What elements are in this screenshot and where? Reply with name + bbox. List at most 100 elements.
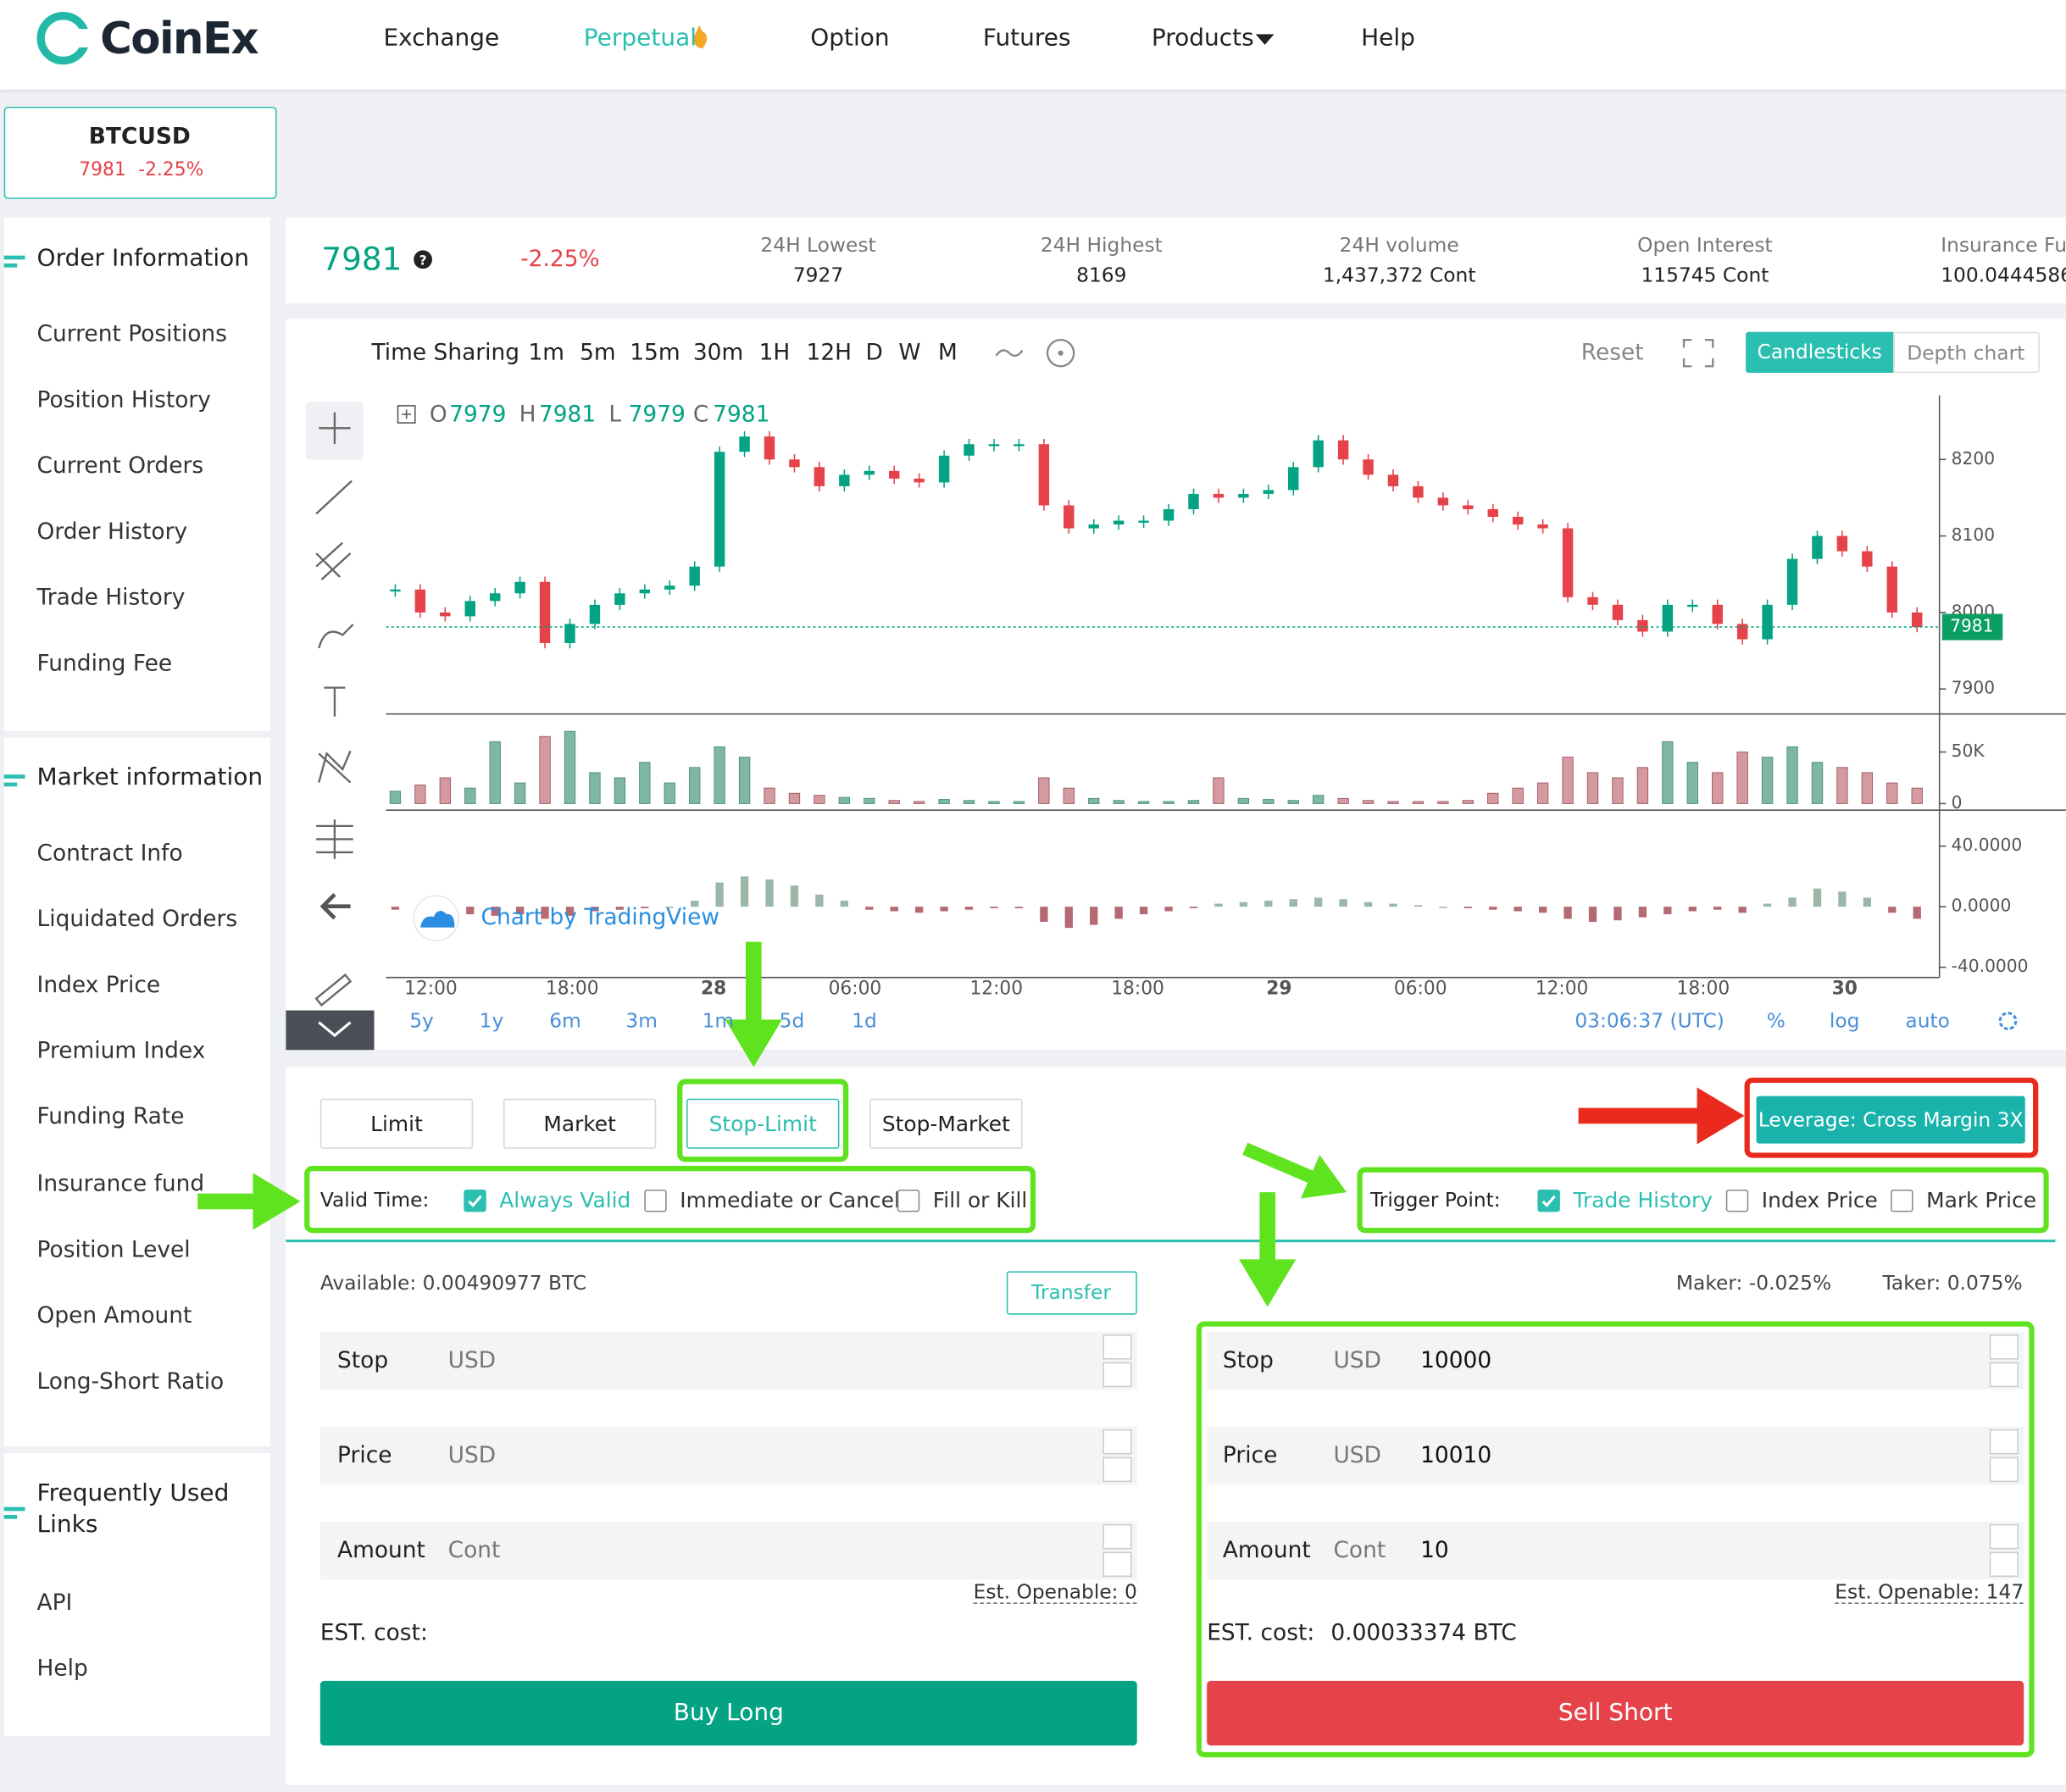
- interval[interactable]: 15m: [630, 340, 680, 367]
- order-type-tab[interactable]: [869, 1098, 1023, 1149]
- volume-bar: [864, 797, 875, 804]
- range-option[interactable]: 1m: [702, 1008, 735, 1033]
- sidebar-item[interactable]: Premium Index: [36, 1038, 206, 1065]
- option-label[interactable]: Immediate or Cancel: [680, 1187, 900, 1213]
- volume-bar: [1088, 797, 1100, 804]
- option-label[interactable]: Mark Price: [1926, 1187, 2037, 1213]
- spinner-down[interactable]: [1102, 1456, 1132, 1483]
- spinner-down[interactable]: [1102, 1551, 1132, 1578]
- option-label[interactable]: Always Valid: [499, 1187, 631, 1213]
- macd-bar: [1538, 907, 1547, 913]
- tool-icon: [319, 893, 351, 920]
- leverage-button[interactable]: [1756, 1096, 2025, 1144]
- range-option[interactable]: 1y: [479, 1008, 504, 1033]
- nav-item[interactable]: Perpetual: [583, 24, 697, 53]
- interval[interactable]: D: [865, 340, 883, 367]
- sidebar-item[interactable]: Position Level: [36, 1236, 191, 1263]
- volume-bar: [1213, 777, 1225, 804]
- input-field[interactable]: [1207, 1426, 2024, 1485]
- sidebar-item[interactable]: Current Positions: [36, 321, 227, 348]
- transfer-button[interactable]: [1006, 1271, 1137, 1315]
- est-cost-label: EST. cost:: [1207, 1620, 1315, 1647]
- spinner-down[interactable]: [1989, 1362, 2019, 1388]
- spinner-up[interactable]: [1102, 1523, 1132, 1550]
- reset-button[interactable]: Reset: [1580, 340, 1644, 367]
- sidebar-item[interactable]: API: [36, 1589, 73, 1617]
- sidebar-item[interactable]: Long-Short Ratio: [36, 1368, 225, 1395]
- nav-item[interactable]: Exchange: [383, 24, 500, 53]
- order-type-tab[interactable]: [503, 1098, 657, 1149]
- checkbox[interactable]: [1725, 1189, 1749, 1212]
- scale-option[interactable]: auto: [1905, 1008, 1950, 1033]
- order-type-tab[interactable]: [319, 1098, 474, 1149]
- sidebar-item[interactable]: Trade History: [36, 585, 186, 612]
- sidebar-item[interactable]: Order History: [36, 519, 188, 546]
- view-toggle[interactable]: [1746, 331, 1894, 374]
- sidebar-item[interactable]: Liquidated Orders: [36, 906, 238, 933]
- candle: [1687, 604, 1698, 608]
- sidebar-item[interactable]: Index Price: [36, 972, 161, 999]
- interval[interactable]: Time Sharing: [371, 340, 520, 367]
- checkbox[interactable]: [644, 1189, 667, 1212]
- input-label: Amount: [337, 1537, 425, 1564]
- spinner-up[interactable]: [1102, 1429, 1132, 1455]
- view-toggle[interactable]: [1893, 331, 2040, 374]
- sidebar-item[interactable]: Contract Info: [36, 840, 183, 868]
- checkbox[interactable]: [464, 1189, 486, 1212]
- sidebar-item[interactable]: Insurance fund: [36, 1170, 205, 1197]
- input-field[interactable]: [319, 1521, 1137, 1580]
- range-option[interactable]: 3m: [625, 1008, 658, 1033]
- spinner-down[interactable]: [1989, 1551, 2019, 1578]
- interval[interactable]: 1H: [758, 340, 791, 367]
- spinner-up[interactable]: [1989, 1334, 2019, 1360]
- sidebar-item[interactable]: Current Orders: [36, 452, 204, 480]
- interval[interactable]: M: [938, 340, 958, 367]
- checkbox[interactable]: [1537, 1189, 1560, 1212]
- range-option[interactable]: 5y: [409, 1008, 434, 1033]
- spinner-down[interactable]: [1989, 1456, 2019, 1483]
- sidebar-item[interactable]: Help: [36, 1656, 88, 1683]
- spinner-up[interactable]: [1102, 1334, 1132, 1360]
- checkbox[interactable]: [1891, 1189, 1913, 1212]
- interval[interactable]: 1m: [528, 340, 565, 367]
- input-field[interactable]: [319, 1331, 1137, 1390]
- nav-item[interactable]: Products: [1151, 24, 1254, 53]
- volume-bar: [963, 800, 975, 804]
- scale-option[interactable]: log: [1829, 1008, 1860, 1033]
- candle: [1263, 490, 1275, 494]
- input-field[interactable]: [1207, 1521, 2024, 1580]
- checkbox[interactable]: [897, 1189, 920, 1212]
- interval[interactable]: 30m: [692, 340, 744, 367]
- spinner-up[interactable]: [1989, 1523, 2019, 1550]
- option-label[interactable]: Trade History: [1573, 1187, 1713, 1213]
- option-label[interactable]: Fill or Kill: [932, 1187, 1028, 1213]
- range-option[interactable]: 6m: [549, 1008, 581, 1033]
- order-type-tab[interactable]: [686, 1098, 840, 1149]
- spinner-up[interactable]: [1989, 1429, 2019, 1455]
- submit-button[interactable]: [1207, 1680, 2024, 1746]
- input-field[interactable]: [319, 1426, 1137, 1485]
- range-option[interactable]: 5d: [779, 1008, 805, 1033]
- range-option[interactable]: 1d: [852, 1008, 877, 1033]
- nav-item[interactable]: Help: [1361, 24, 1415, 53]
- sidebar-item[interactable]: Open Amount: [36, 1302, 192, 1329]
- candle: [589, 604, 601, 624]
- spinner-down[interactable]: [1102, 1362, 1132, 1388]
- input-field[interactable]: [1207, 1331, 2024, 1390]
- scale-option[interactable]: %: [1766, 1008, 1786, 1033]
- submit-label: Sell Short: [1558, 1698, 1673, 1727]
- interval[interactable]: 5m: [580, 340, 616, 367]
- logo: CoinEx: [100, 12, 258, 64]
- sidebar-item[interactable]: Funding Rate: [36, 1104, 185, 1131]
- nav-item[interactable]: Futures: [982, 24, 1071, 53]
- sidebar-item[interactable]: Position History: [36, 387, 211, 414]
- sidebar-item[interactable]: Funding Fee: [36, 651, 173, 678]
- interval[interactable]: 12H: [806, 340, 853, 367]
- submit-button[interactable]: [319, 1680, 1137, 1746]
- macd-bar: [466, 907, 475, 915]
- ticker-card-box[interactable]: [3, 106, 277, 199]
- nav-item[interactable]: Option: [810, 24, 890, 53]
- interval[interactable]: W: [898, 340, 921, 367]
- option-label[interactable]: Index Price: [1761, 1187, 1878, 1213]
- candle: [1712, 604, 1723, 624]
